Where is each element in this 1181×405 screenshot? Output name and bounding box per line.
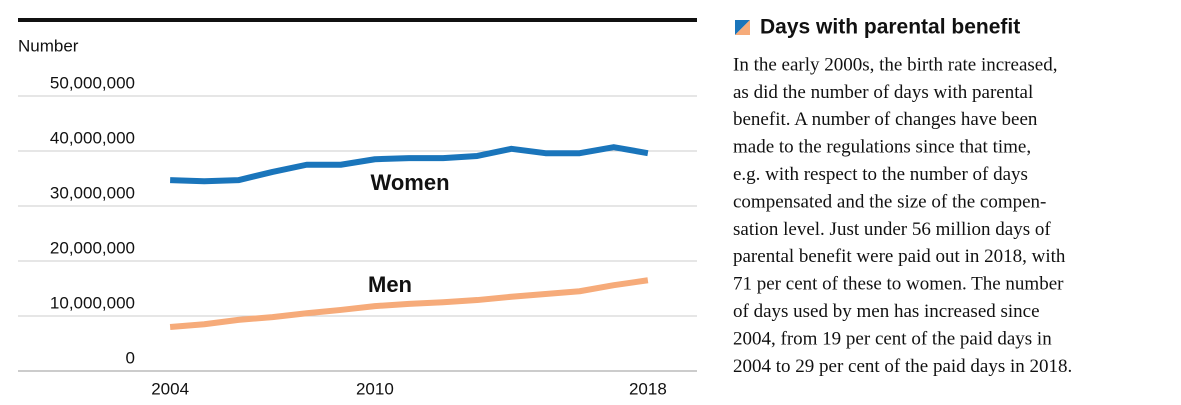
- y-tick-label: 50,000,000: [50, 73, 135, 92]
- paragraph-line: 71 per cent of these to women. The numbe…: [733, 274, 1064, 295]
- y-tick-label: 20,000,000: [50, 238, 135, 257]
- series-line: [169, 277, 649, 330]
- paragraph-line: e.g. with respect to the number of days: [733, 164, 1028, 185]
- sidebar-title: Days with parental benefit: [760, 16, 1020, 39]
- paragraph-line: as did the number of days with parental: [733, 82, 1033, 103]
- paragraph-line: compensated and the size of the compen-: [733, 191, 1046, 212]
- paragraph-line: In the early 2000s, the birth rate incre…: [733, 54, 1057, 75]
- paragraph-line: sation level. Just under 56 million days…: [733, 219, 1051, 240]
- series-label: Men: [368, 272, 412, 297]
- series-line: [170, 144, 649, 185]
- y-tick-label: 40,000,000: [50, 128, 135, 147]
- paragraph-line: of days used by men has increased since: [733, 301, 1040, 322]
- y-tick-label: 30,000,000: [50, 183, 135, 202]
- y-tick-label: 10,000,000: [50, 293, 135, 312]
- top-rule: [18, 18, 697, 22]
- paragraph-line: benefit. A number of changes have been: [733, 109, 1038, 130]
- x-tick-label: 2018: [629, 379, 667, 398]
- x-tick-label: 2010: [356, 379, 394, 398]
- paragraph-line: 2004 to 29 per cent of the paid days in …: [733, 356, 1072, 377]
- paragraph-line: parental benefit were paid out in 2018, …: [733, 246, 1066, 267]
- legend-icon: [735, 20, 750, 35]
- y-axis-label: Number: [18, 36, 79, 55]
- paragraph-line: made to the regulations since that time,: [733, 137, 1031, 158]
- paragraph-line: 2004, from 19 per cent of the paid days …: [733, 328, 1052, 349]
- y-tick-label: 0: [126, 348, 135, 367]
- x-tick-label: 2004: [151, 379, 189, 398]
- series-label: Women: [370, 170, 449, 195]
